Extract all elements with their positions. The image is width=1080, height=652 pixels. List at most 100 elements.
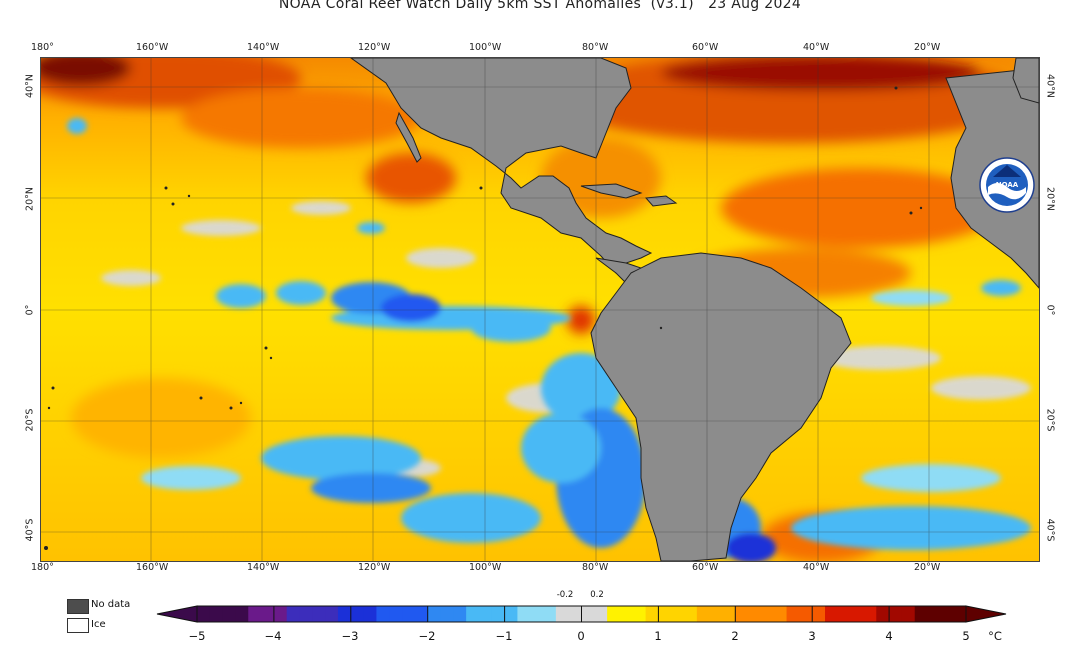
colorbar-cell — [901, 606, 916, 622]
colorbar-cell — [235, 606, 249, 622]
colorbar-cell — [440, 606, 454, 622]
colorbar-center-label: 0.2 — [590, 590, 604, 600]
lon-label-top: 180° — [31, 42, 54, 53]
lon-label-bottom: 160°W — [136, 562, 169, 573]
colorbar-tick-label: 0 — [577, 629, 585, 643]
colorbar-tick-label: −1 — [495, 629, 513, 643]
colorbar-cell — [312, 606, 326, 622]
colorbar-cell — [222, 606, 237, 622]
colorbar-cell — [402, 606, 416, 622]
colorbar-center-label: -0.2 — [556, 590, 574, 600]
colorbar-cell — [248, 606, 262, 622]
colorbar-cell — [504, 606, 519, 622]
lat-label-left: 40°S — [24, 518, 36, 542]
colorbar-cell — [273, 606, 288, 622]
lon-label-bottom: 60°W — [692, 562, 719, 573]
colorbar-ticks — [196, 606, 967, 622]
land-masses — [350, 58, 1039, 561]
colorbar-cell — [825, 606, 839, 622]
land-baja — [395, 111, 422, 163]
colorbar-tick-label: −5 — [188, 629, 206, 643]
lat-label-right: 20°N — [1044, 187, 1056, 211]
colorbar-cell — [940, 606, 954, 622]
colorbar-cell — [466, 606, 480, 622]
lon-label-top: 120°W — [358, 42, 391, 53]
colorbar-cell — [325, 606, 339, 622]
lon-label-bottom: 20°W — [914, 562, 941, 573]
colorbar-low-extension — [156, 605, 198, 623]
land-iberia — [1012, 58, 1039, 104]
lon-label-bottom: 120°W — [358, 562, 391, 573]
colorbar-cell — [722, 606, 736, 622]
colorbar-cell — [684, 606, 698, 622]
colorbar-cell — [491, 606, 506, 622]
colorbar-cells — [156, 605, 1007, 623]
colorbar-cell — [555, 606, 570, 622]
map-title: NOAA Coral Reef Watch Daily 5km SST Anom… — [278, 0, 802, 12]
lon-label-top: 160°W — [136, 42, 169, 53]
colorbar-cell — [953, 606, 967, 622]
land-south-america — [590, 252, 852, 561]
colorbar-cell — [478, 606, 493, 622]
colorbar-cell — [427, 606, 442, 622]
colorbar-cell — [671, 606, 685, 622]
land-hispaniola — [644, 195, 678, 207]
lon-label-bottom: 80°W — [582, 562, 609, 573]
noaa-logo-text: NOAA — [996, 181, 1019, 189]
colorbar-cell — [876, 606, 890, 622]
colorbar-cell — [594, 606, 608, 622]
lat-label-left: 20°S — [24, 408, 36, 432]
colorbar-tick-label: −3 — [341, 629, 359, 643]
lon-label-top: 140°W — [247, 42, 280, 53]
colorbar-cell — [799, 606, 813, 622]
colorbar-cell — [414, 606, 429, 622]
colorbar — [156, 605, 1007, 623]
lat-label-right: 0° — [1044, 304, 1056, 316]
lon-label-bottom: 40°W — [803, 562, 830, 573]
colorbar-cell — [632, 606, 647, 622]
colorbar-tick-label: 3 — [808, 629, 816, 643]
colorbar-cell — [530, 606, 544, 622]
colorbar-cell — [850, 606, 865, 622]
colorbar-cell — [350, 606, 365, 622]
colorbar-cell — [363, 606, 378, 622]
noaa-logo: NOAA — [979, 157, 1035, 213]
colorbar-cell — [453, 606, 467, 622]
colorbar-tick-label: 5 — [962, 629, 970, 643]
colorbar-cell — [286, 606, 301, 622]
colorbar-cell — [299, 606, 313, 622]
lon-label-top: 80°W — [582, 42, 609, 53]
colorbar-tick-label: 2 — [731, 629, 739, 643]
colorbar-unit: °C — [988, 629, 1002, 643]
colorbar-tick-label: 1 — [654, 629, 662, 643]
lon-label-top: 100°W — [469, 42, 502, 53]
lat-label-left: 20°N — [24, 187, 36, 211]
lat-label-left: 40°N — [24, 74, 36, 98]
colorbar-tick-label: −4 — [264, 629, 282, 643]
lat-label-left: 0° — [24, 304, 36, 316]
lon-label-bottom: 180° — [31, 562, 54, 573]
lat-label-right: 40°S — [1044, 518, 1056, 542]
no-data-specks — [44, 86, 923, 550]
sst-anomaly-map[interactable] — [40, 57, 1040, 562]
colorbar-cell — [376, 606, 390, 622]
colorbar-cell — [197, 606, 211, 622]
land-north-america — [350, 58, 653, 274]
colorbar-cell — [645, 606, 659, 622]
colorbar-high-extension — [965, 605, 1007, 623]
colorbar-cell — [889, 606, 903, 622]
lon-label-top: 60°W — [692, 42, 719, 53]
colorbar-cell — [863, 606, 877, 622]
lon-label-bottom: 140°W — [247, 562, 280, 573]
colorbar-cell — [914, 606, 929, 622]
colorbar-cell — [812, 606, 826, 622]
colorbar-cell — [786, 606, 800, 622]
colorbar-cell — [735, 606, 749, 622]
colorbar-cell — [927, 606, 941, 622]
lon-label-top: 40°W — [803, 42, 830, 53]
colorbar-cell — [773, 606, 788, 622]
colorbar-cell — [696, 606, 711, 622]
colorbar-cell — [837, 606, 852, 622]
no-data-label: No data — [91, 599, 131, 610]
ice-label: Ice — [91, 619, 106, 630]
